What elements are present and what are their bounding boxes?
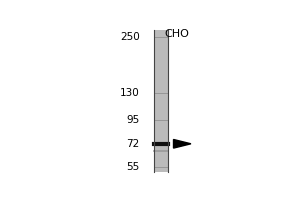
- Text: 72: 72: [127, 139, 140, 149]
- Text: 250: 250: [120, 32, 140, 42]
- Text: 95: 95: [127, 115, 140, 125]
- Text: 130: 130: [120, 88, 140, 98]
- Text: CHO: CHO: [165, 29, 189, 39]
- Bar: [154, 30, 168, 172]
- Text: 55: 55: [127, 162, 140, 172]
- Polygon shape: [173, 139, 191, 148]
